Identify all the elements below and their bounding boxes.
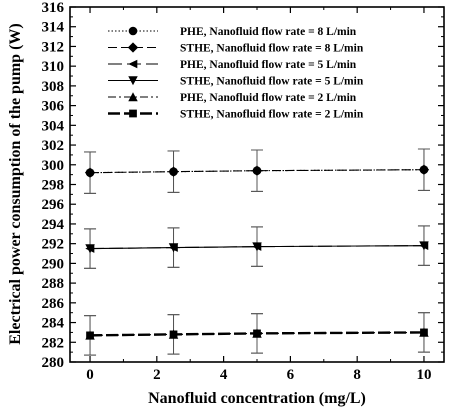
legend-marker (128, 92, 138, 102)
legend-marker (129, 109, 137, 118)
series-line-4 (90, 245, 424, 250)
y-tick-label: 280 (42, 355, 65, 371)
legend: PHE, Nanofluid flow rate = 8 L/min STHE, … (108, 26, 364, 121)
data-point-series-4 (419, 241, 429, 251)
y-tick-label: 284 (42, 316, 65, 332)
legend-marker (128, 59, 138, 69)
x-tick-label: 10 (416, 367, 431, 383)
y-tick-labels: 280 282 284 286 288 290 292 294 296 298 300 302 304 3… (42, 0, 65, 371)
legend-label: PHE, Nanofluid flow rate = 2 L/min (180, 92, 357, 104)
x-axis-title: Nanofluid concentration (mg/L) (148, 390, 366, 407)
y-tick-label: 288 (42, 276, 65, 292)
x-tick-labels: 0 2 4 6 8 10 (86, 367, 431, 383)
series-markers (84, 164, 430, 340)
x-tick-label: 6 (287, 367, 295, 383)
x-tick-label: 2 (153, 367, 161, 383)
legend-label: STHE, Nanofluid flow rate = 2 L/min (180, 109, 364, 121)
y-tick-label: 290 (42, 256, 65, 272)
y-tick-label: 300 (42, 158, 65, 174)
y-tick-label: 314 (42, 20, 65, 36)
legend-marker (128, 76, 138, 86)
data-point-series-4 (168, 243, 179, 253)
data-point-series-4 (252, 242, 262, 252)
y-tick-label: 292 (42, 237, 65, 253)
series-line-2 (90, 169, 424, 174)
x-tick-label: 4 (220, 367, 228, 383)
y-tick-label: 282 (42, 335, 65, 351)
y-tick-label: 302 (42, 138, 65, 154)
axis-ticks (70, 6, 444, 363)
data-point-series-4 (85, 244, 95, 254)
data-point-series-2 (168, 166, 179, 177)
legend-marker (127, 42, 139, 53)
x-tick-label: 0 (86, 367, 94, 383)
legend-label: PHE, Nanofluid flow rate = 8 L/min (180, 26, 357, 38)
y-tick-label: 294 (42, 217, 65, 233)
legend-marker (128, 26, 138, 36)
data-point-series-2 (251, 165, 263, 176)
y-tick-label: 286 (42, 296, 65, 312)
legend-label: STHE, Nanofluid flow rate = 8 L/min (180, 43, 364, 55)
y-tick-label: 316 (42, 0, 65, 16)
data-point-series-2 (84, 167, 96, 178)
y-tick-label: 310 (42, 59, 65, 75)
y-tick-label: 308 (42, 79, 65, 95)
y-axis-title: Electrical power consumption of the pump… (7, 23, 24, 344)
y-tick-label: 304 (42, 118, 65, 134)
legend-label: STHE, Nanofluid flow rate = 5 L/min (180, 76, 364, 88)
y-tick-label: 296 (42, 197, 65, 213)
y-tick-label: 306 (42, 99, 65, 115)
error-bars (84, 148, 430, 356)
y-tick-label: 298 (42, 178, 65, 194)
x-tick-label: 8 (353, 367, 361, 383)
data-point-series-6 (169, 330, 178, 339)
data-point-series-6 (86, 331, 94, 340)
data-point-series-2 (418, 164, 430, 175)
y-tick-label: 312 (42, 39, 65, 55)
series-line-6 (90, 331, 424, 337)
data-point-series-6 (420, 328, 428, 337)
data-point-series-6 (253, 329, 261, 338)
series-lines (90, 169, 424, 337)
legend-label: PHE, Nanofluid flow rate = 5 L/min (180, 59, 357, 71)
